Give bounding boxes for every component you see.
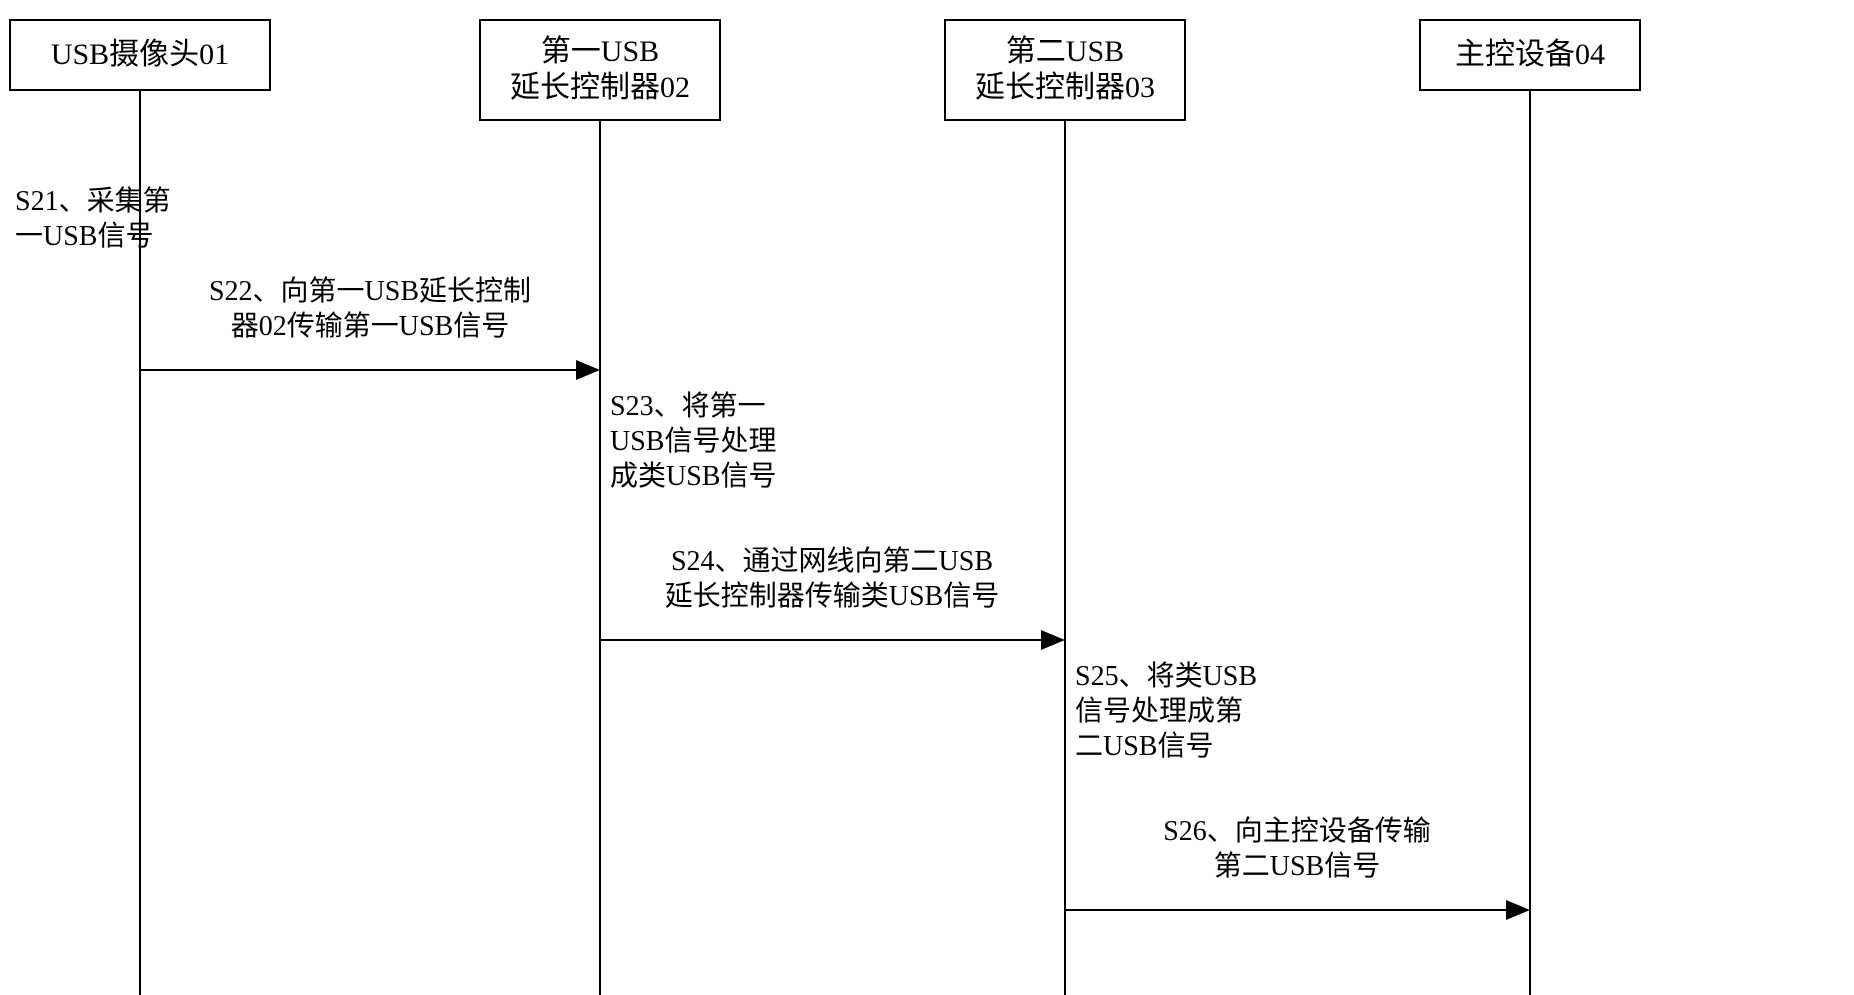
message-label-s22: 器02传输第一USB信号 bbox=[231, 310, 509, 342]
message-label-s21: 一USB信号 bbox=[15, 220, 153, 252]
message-label-s24: 延长控制器传输类USB信号 bbox=[665, 580, 999, 612]
participant-label-p2: 第一USB bbox=[541, 35, 659, 68]
message-label-s25: S25、将类USB bbox=[1075, 660, 1257, 692]
message-label-s26: 第二USB信号 bbox=[1214, 850, 1380, 882]
participant-label-p3: 第二USB bbox=[1006, 35, 1124, 68]
participant-label-p1: USB摄像头01 bbox=[51, 38, 229, 71]
participant-label-p2: 延长控制器02 bbox=[510, 71, 690, 104]
message-label-s21: S21、采集第 bbox=[15, 185, 171, 217]
message-label-s26: S26、向主控设备传输 bbox=[1163, 815, 1431, 847]
message-label-s25: 信号处理成第 bbox=[1075, 695, 1243, 727]
participants: USB摄像头01 第一USB延长控制器02 第二USB延长控制器03 主控设备04 bbox=[10, 20, 1640, 120]
sequence-diagram: USB摄像头01 第一USB延长控制器02 第二USB延长控制器03 主控设备04 S… bbox=[0, 0, 1854, 995]
participant-label-p3: 延长控制器03 bbox=[975, 71, 1155, 104]
messages: S21、采集第一USB信号 S22、向第一USB延长控制器02传输第一USB信号 S… bbox=[15, 185, 1528, 910]
message-label-s25: 二USB信号 bbox=[1075, 730, 1213, 762]
participant-label-p4: 主控设备04 bbox=[1455, 38, 1605, 71]
message-label-s23: 成类USB信号 bbox=[610, 460, 776, 492]
message-label-s22: S22、向第一USB延长控制 bbox=[209, 275, 531, 307]
message-label-s23: USB信号处理 bbox=[610, 425, 776, 457]
message-label-s24: S24、通过网线向第二USB bbox=[671, 545, 993, 577]
message-label-s23: S23、将第一 bbox=[610, 390, 766, 422]
